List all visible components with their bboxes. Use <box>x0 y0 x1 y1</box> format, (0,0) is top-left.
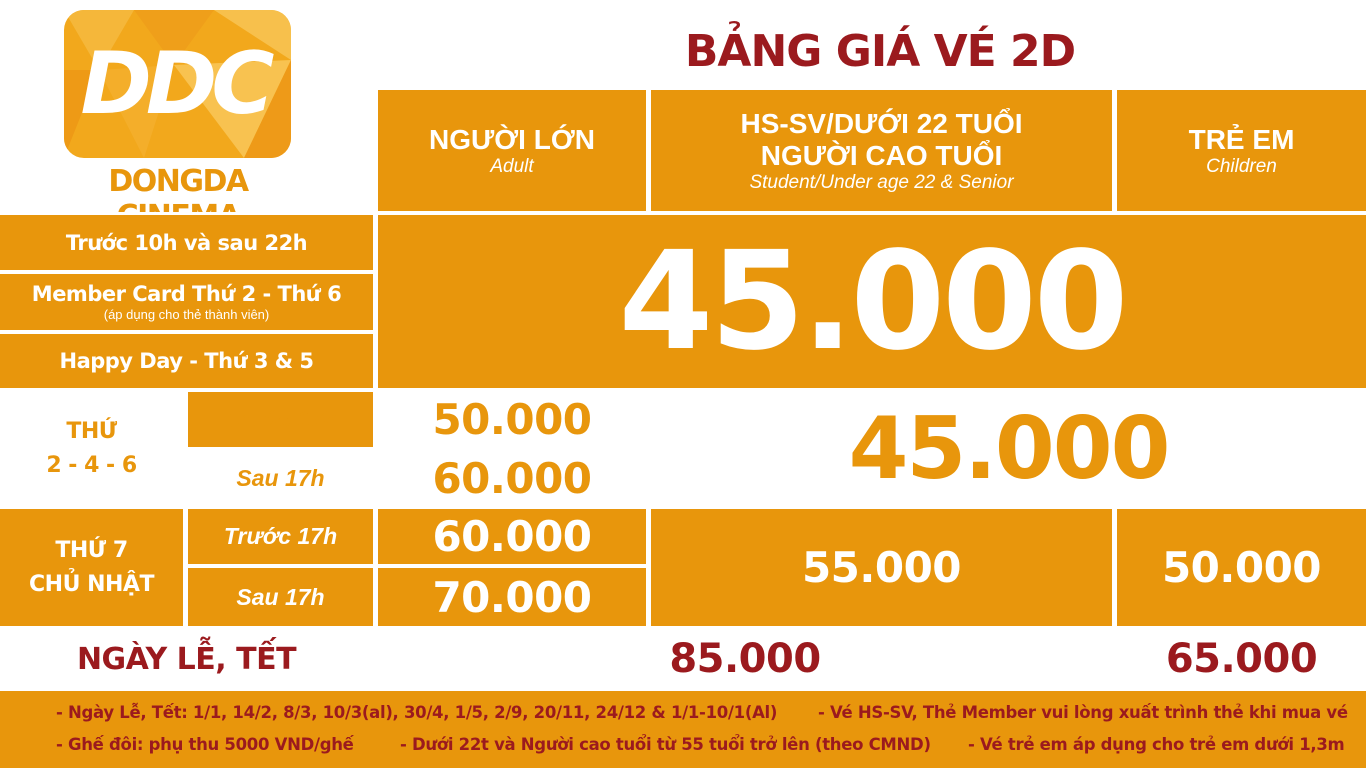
weekday-label-cell: THỨ 2 - 4 - 6 <box>0 392 183 505</box>
holiday-label: NGÀY LỄ, TẾT <box>76 641 297 677</box>
weekday-before-label: Trước 17h <box>188 392 373 447</box>
holiday-child-price-cell: 65.000 <box>1117 630 1366 688</box>
price: 50.000 <box>1161 543 1322 592</box>
day-label-line2: CHỦ NHẬT <box>29 571 154 597</box>
page-title: BẢNG GIÁ VÉ 2D <box>684 26 1076 77</box>
column-label: TRẺ EM <box>1188 123 1295 155</box>
day-label-line2: 2 - 4 - 6 <box>46 452 137 478</box>
price: 70.000 <box>432 572 592 622</box>
weekend-before-label: Trước 17h <box>188 509 373 564</box>
column-sublabel: Adult <box>490 155 534 177</box>
day-label: THỨ <box>66 418 117 444</box>
special-row-member: Member Card Thứ 2 - Thứ 6 (áp dụng cho t… <box>0 274 373 330</box>
time-label: Trước 17h <box>223 406 338 432</box>
weekday-adult-before: 50.000 <box>378 392 646 447</box>
column-label: HS-SV/DƯỚI 22 TUỔI <box>740 107 1023 139</box>
column-header-adult: NGƯỜI LỚN Adult <box>378 90 646 211</box>
price: 50.000 <box>432 395 592 444</box>
divider <box>373 90 378 628</box>
price: 55.000 <box>801 543 962 592</box>
weekend-label-cell: THỨ 7 CHỦ NHẬT <box>0 509 183 626</box>
weekend-after-label: Sau 17h <box>188 568 373 626</box>
price: 45.000 <box>848 398 1171 499</box>
holiday-label-cell: NGÀY LỄ, TẾT <box>0 630 373 688</box>
weekend-adult-before: 60.000 <box>378 509 646 564</box>
price: 65.000 <box>1165 636 1318 682</box>
time-label: Trước 17h <box>223 523 338 549</box>
weekend-student-price-cell: 55.000 <box>651 509 1112 626</box>
divider <box>0 212 1366 215</box>
special-price-cell: 45.000 <box>378 215 1366 388</box>
footer-note: - Ngày Lễ, Tết: 1/1, 14/2, 8/3, 10/3(al)… <box>56 703 778 722</box>
special-row-happy-day: Happy Day - Thứ 3 & 5 <box>0 334 373 388</box>
footer-note: - Dưới 22t và Người cao tuổi từ 55 tuổi … <box>400 735 931 754</box>
time-label: Sau 17h <box>236 583 325 610</box>
column-label-line2: NGƯỜI CAO TUỔI <box>760 139 1003 171</box>
row-label: Member Card Thứ 2 - Thứ 6 <box>31 282 342 306</box>
price: 85.000 <box>669 636 821 682</box>
holiday-price-cell: 85.000 <box>378 630 1112 688</box>
logo: DDC <box>64 10 291 158</box>
price: 60.000 <box>432 512 592 561</box>
footer: - Ngày Lễ, Tết: 1/1, 14/2, 8/3, 10/3(al)… <box>0 691 1366 768</box>
column-sublabel: Student/Under age 22 & Senior <box>749 171 1014 193</box>
row-label: Happy Day - Thứ 3 & 5 <box>59 349 315 373</box>
special-row-early-late: Trước 10h và sau 22h <box>0 215 373 270</box>
row-label: Trước 10h và sau 22h <box>65 230 308 255</box>
column-header-student: HS-SV/DƯỚI 22 TUỔI NGƯỜI CAO TUỔI Studen… <box>651 90 1112 211</box>
weekday-other-price-cell: 45.000 <box>651 392 1366 505</box>
column-header-children: TRẺ EM Children <box>1117 90 1366 211</box>
special-price: 45.000 <box>618 222 1129 381</box>
logo-pattern <box>64 10 291 158</box>
weekend-adult-after: 70.000 <box>378 568 646 626</box>
logo-text: DDC <box>80 34 275 134</box>
weekday-adult-after: 60.000 <box>378 452 646 505</box>
row-sublabel: (áp dụng cho thẻ thành viên) <box>103 307 270 322</box>
footer-note: - Ghế đôi: phụ thu 5000 VND/ghế <box>56 735 354 754</box>
column-label: NGƯỜI LỚN <box>429 123 595 155</box>
weekend-child-price-cell: 50.000 <box>1117 509 1366 626</box>
column-sublabel: Children <box>1206 155 1277 177</box>
footer-note: - Vé HS-SV, Thẻ Member vui lòng xuất trì… <box>818 703 1348 722</box>
footer-note: - Vé trẻ em áp dụng cho trẻ em dưới 1,3m <box>968 735 1345 754</box>
time-label: Sau 17h <box>236 465 325 491</box>
price: 60.000 <box>432 454 592 503</box>
weekday-after-label: Sau 17h <box>188 452 373 505</box>
day-label: THỨ 7 <box>55 537 128 563</box>
